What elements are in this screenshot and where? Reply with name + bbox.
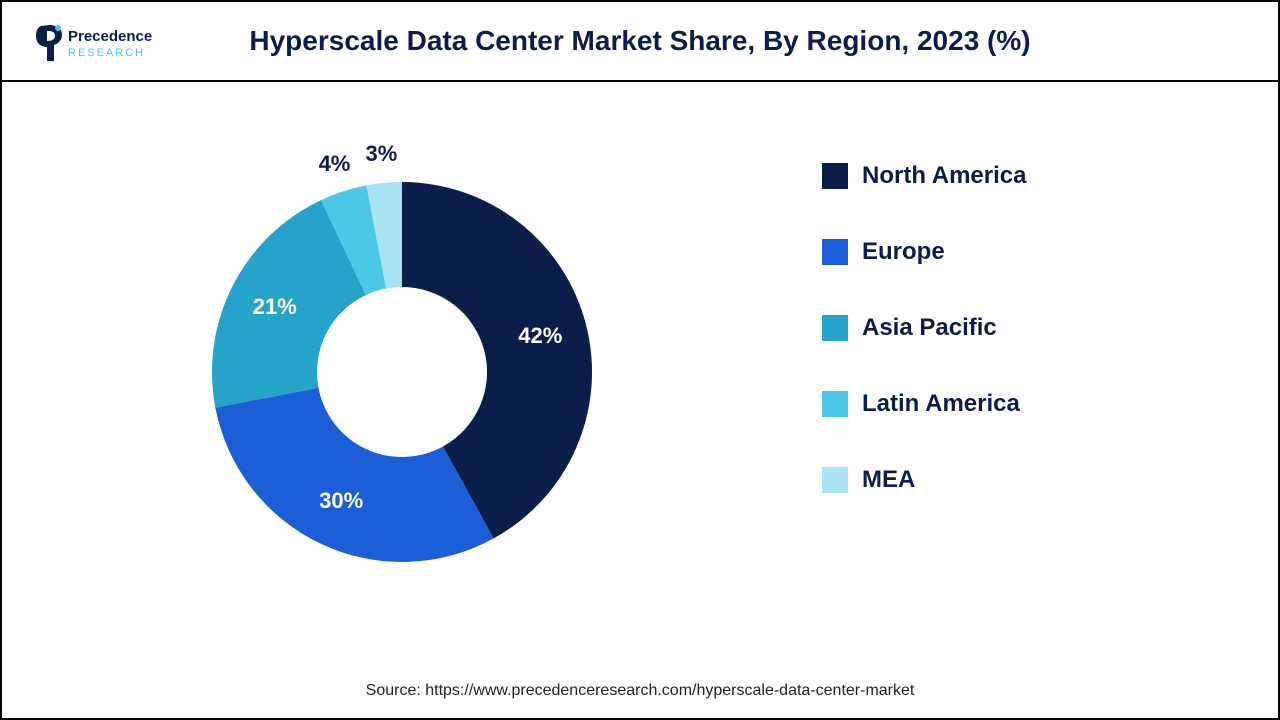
page-frame: Precedence RESEARCH Hyperscale Data Cent… (0, 0, 1280, 720)
legend-label-north_america: North America (862, 162, 1026, 190)
logo-text-top: Precedence (68, 28, 152, 45)
slice-label-europe: 30% (319, 488, 363, 514)
legend-item-north_america: North America (822, 162, 1238, 190)
legend-label-europe: Europe (862, 238, 945, 266)
slice-label-mea: 3% (366, 141, 398, 167)
logo-icon: Precedence RESEARCH (32, 16, 192, 66)
donut-svg (42, 112, 762, 632)
slice-europe (215, 388, 493, 562)
legend-swatch-mea (822, 467, 848, 493)
source-prefix: Source: (366, 682, 426, 699)
legend-label-latin_america: Latin America (862, 390, 1020, 418)
source-url: https://www.precedenceresearch.com/hyper… (425, 682, 914, 699)
legend-label-mea: MEA (862, 466, 915, 494)
legend-swatch-north_america (822, 163, 848, 189)
logo-text-bottom: RESEARCH (68, 47, 145, 59)
legend-item-mea: MEA (822, 466, 1238, 494)
slice-label-asia_pacific: 21% (253, 294, 297, 320)
donut-chart: 42% 30% 21% 4% 3% (42, 112, 762, 632)
chart-body: 42% 30% 21% 4% 3% North America Europe Asia Pa… (2, 82, 1278, 718)
legend-swatch-latin_america (822, 391, 848, 417)
legend: North America Europe Asia Pacific Latin Ame… (762, 112, 1238, 494)
source-line: Source: https://www.precedenceresearch.c… (2, 682, 1278, 700)
legend-swatch-europe (822, 239, 848, 265)
legend-item-asia_pacific: Asia Pacific (822, 314, 1238, 342)
legend-item-latin_america: Latin America (822, 390, 1238, 418)
slice-label-north_america: 42% (518, 323, 562, 349)
brand-logo: Precedence RESEARCH (32, 16, 192, 66)
header-bar: Precedence RESEARCH Hyperscale Data Cent… (2, 2, 1278, 82)
slice-label-latin_america: 4% (319, 151, 351, 177)
legend-label-asia_pacific: Asia Pacific (862, 314, 997, 342)
legend-item-europe: Europe (822, 238, 1238, 266)
page-title: Hyperscale Data Center Market Share, By … (22, 25, 1258, 57)
legend-swatch-asia_pacific (822, 315, 848, 341)
